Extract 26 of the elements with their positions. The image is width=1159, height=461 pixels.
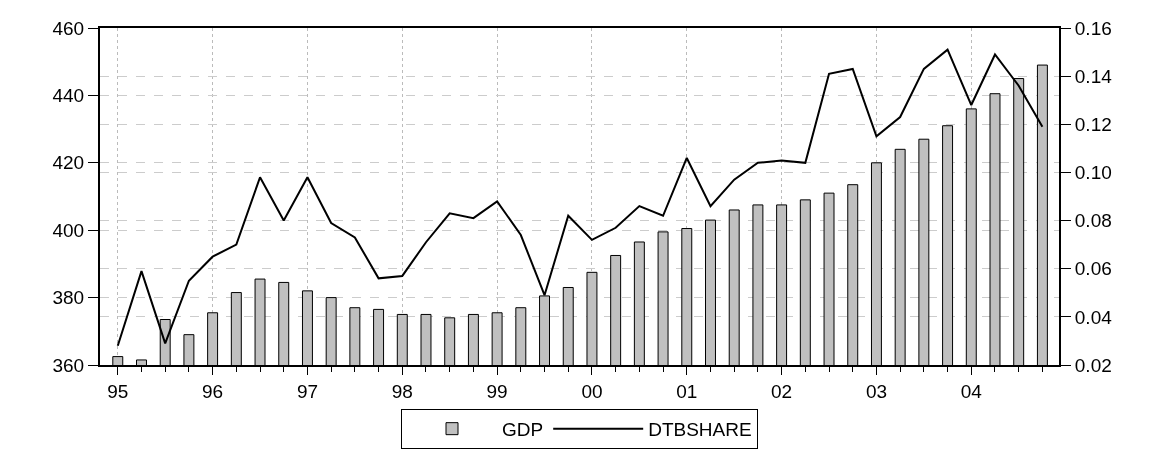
x-tick-label: 01 [676, 380, 698, 402]
x-tick-label: 99 [486, 380, 508, 402]
x-tick-label: 98 [391, 380, 413, 402]
y2-tick-label: 0.04 [1074, 306, 1113, 328]
y-tick-label: 400 [52, 219, 85, 241]
x-tick-label: 04 [960, 380, 983, 402]
y2-tick-label: 0.14 [1074, 65, 1113, 87]
y2-tick-label: 0.12 [1074, 113, 1112, 135]
y-tick-label: 360 [52, 354, 85, 376]
y2-tick-label: 0.08 [1074, 210, 1112, 232]
y2-tick-label: 0.10 [1074, 162, 1112, 184]
x-tick-label: 03 [865, 380, 888, 402]
y2-tick-label: 0.06 [1074, 258, 1112, 280]
x-tick-label: 95 [107, 380, 129, 402]
x-tick-label: 02 [771, 380, 793, 402]
y2-tick-label: 0.16 [1074, 17, 1112, 39]
y-tick-label: 420 [52, 152, 85, 174]
y-tick-label: 440 [52, 85, 85, 107]
y2-tick-label: 0.02 [1074, 354, 1112, 376]
y-tick-label: 460 [52, 17, 85, 39]
x-tick-label: 00 [581, 380, 603, 402]
x-tick-label: 96 [202, 380, 224, 402]
legend-label: DTBSHARE [648, 419, 752, 441]
legend-label: GDP [502, 419, 544, 441]
y-tick-label: 380 [52, 287, 85, 309]
x-tick-label: 97 [296, 380, 319, 402]
